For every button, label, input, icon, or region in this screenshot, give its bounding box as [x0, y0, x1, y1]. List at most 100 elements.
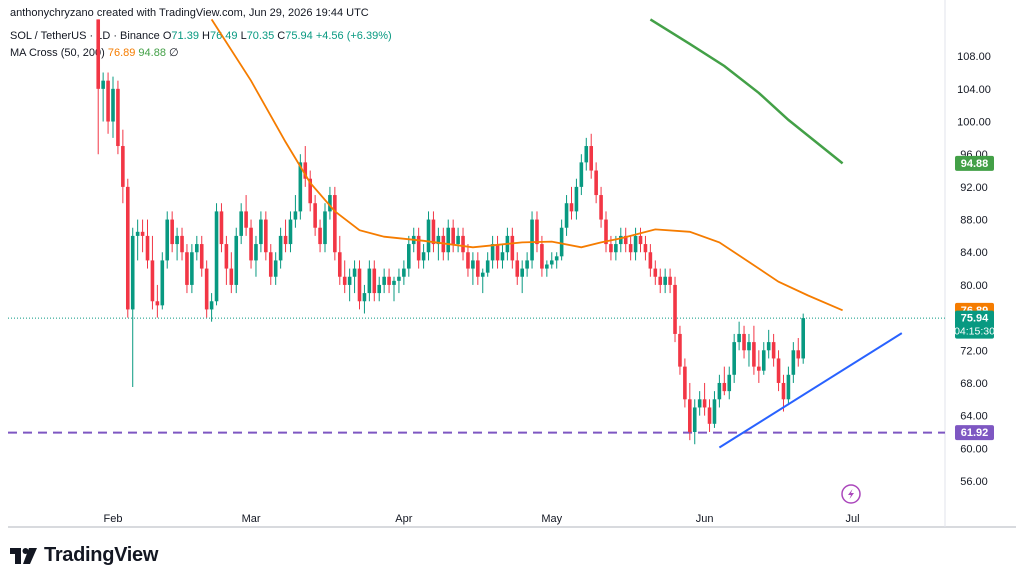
candle[interactable]: [535, 211, 539, 253]
trendline[interactable]: [718, 332, 903, 449]
candle[interactable]: [480, 268, 485, 294]
candle[interactable]: [130, 227, 135, 388]
candle[interactable]: [520, 260, 524, 294]
candle[interactable]: [618, 227, 623, 253]
candle[interactable]: [500, 244, 505, 269]
candle[interactable]: [214, 203, 219, 306]
candle[interactable]: [268, 244, 273, 285]
candle[interactable]: [357, 260, 362, 310]
candle[interactable]: [135, 219, 140, 261]
candle[interactable]: [564, 195, 569, 236]
candle[interactable]: [761, 342, 766, 375]
candle[interactable]: [638, 227, 643, 253]
candle[interactable]: [668, 268, 672, 294]
candle[interactable]: [372, 260, 377, 302]
candle[interactable]: [283, 219, 288, 253]
candle[interactable]: [786, 366, 791, 404]
candle[interactable]: [426, 211, 431, 261]
candle[interactable]: [407, 235, 411, 277]
candle[interactable]: [239, 203, 243, 245]
candle[interactable]: [559, 219, 564, 261]
candle[interactable]: [766, 329, 771, 359]
candle[interactable]: [628, 235, 633, 261]
candle[interactable]: [648, 244, 653, 277]
indicator-hidden-icon[interactable]: ∅: [169, 47, 179, 59]
candle[interactable]: [170, 211, 174, 253]
candle[interactable]: [545, 260, 549, 277]
candle[interactable]: [525, 252, 529, 277]
candle[interactable]: [742, 325, 746, 359]
candle[interactable]: [579, 154, 584, 196]
candle[interactable]: [155, 284, 160, 318]
candle[interactable]: [737, 321, 741, 351]
candle[interactable]: [658, 268, 663, 294]
candle[interactable]: [392, 276, 396, 302]
candle[interactable]: [643, 235, 648, 261]
candle[interactable]: [387, 268, 391, 294]
candle[interactable]: [337, 235, 342, 285]
candle[interactable]: [796, 338, 801, 367]
candle[interactable]: [160, 252, 165, 310]
candle[interactable]: [466, 244, 470, 277]
candle[interactable]: [229, 252, 234, 294]
candle[interactable]: [623, 227, 628, 253]
candle[interactable]: [106, 72, 110, 134]
candle[interactable]: [549, 252, 554, 269]
candle[interactable]: [195, 235, 199, 261]
candle[interactable]: [190, 244, 194, 294]
candle[interactable]: [204, 260, 209, 318]
candle[interactable]: [150, 235, 155, 310]
candle[interactable]: [367, 260, 372, 302]
candle[interactable]: [436, 227, 441, 261]
candle[interactable]: [594, 162, 598, 204]
candle[interactable]: [125, 178, 130, 318]
candle[interactable]: [678, 325, 682, 375]
candle[interactable]: [362, 284, 367, 314]
candle[interactable]: [111, 76, 115, 138]
candle[interactable]: [663, 268, 667, 294]
candle[interactable]: [722, 366, 727, 396]
candle[interactable]: [471, 252, 475, 285]
candle[interactable]: [397, 268, 401, 294]
candle[interactable]: [456, 227, 460, 253]
candle[interactable]: [165, 211, 170, 269]
candle[interactable]: [254, 235, 258, 277]
candle[interactable]: [530, 211, 534, 269]
candle[interactable]: [209, 293, 214, 322]
candle[interactable]: [219, 203, 224, 253]
candle[interactable]: [382, 268, 386, 294]
candle[interactable]: [732, 333, 736, 383]
ma200-line[interactable]: [649, 18, 844, 165]
indicator-legend[interactable]: MA Cross (50, 200) 76.89 94.88 ∅: [10, 46, 179, 59]
candle[interactable]: [707, 399, 712, 432]
candle[interactable]: [554, 252, 559, 269]
candle[interactable]: [431, 211, 436, 253]
candle[interactable]: [199, 235, 204, 277]
candle[interactable]: [692, 399, 697, 445]
candle[interactable]: [244, 195, 248, 236]
candle[interactable]: [584, 137, 589, 171]
candle[interactable]: [333, 186, 337, 261]
ma50-line[interactable]: [210, 18, 843, 312]
candle[interactable]: [342, 260, 347, 294]
candle[interactable]: [653, 260, 658, 285]
candle[interactable]: [96, 19, 101, 155]
price-chart[interactable]: 56.0060.0064.0068.0072.0076.0080.0084.00…: [0, 0, 1024, 540]
candle[interactable]: [224, 235, 229, 285]
candle[interactable]: [490, 235, 495, 269]
candle[interactable]: [318, 219, 322, 253]
candle[interactable]: [264, 211, 268, 261]
candle[interactable]: [421, 244, 426, 269]
candle[interactable]: [771, 333, 776, 367]
candle[interactable]: [249, 219, 253, 269]
candle[interactable]: [145, 219, 150, 269]
candle[interactable]: [121, 129, 125, 204]
candle[interactable]: [293, 195, 298, 228]
candle[interactable]: [688, 382, 692, 441]
candle[interactable]: [308, 170, 312, 212]
candle[interactable]: [574, 178, 579, 220]
candle[interactable]: [273, 252, 278, 285]
candle[interactable]: [377, 276, 382, 302]
candle[interactable]: [599, 186, 603, 228]
candle[interactable]: [757, 350, 761, 383]
